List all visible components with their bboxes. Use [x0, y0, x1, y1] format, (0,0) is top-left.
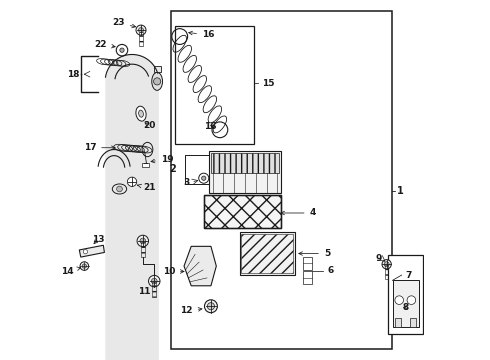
Bar: [385, 265, 389, 279]
Bar: [204, 195, 281, 228]
Text: 14: 14: [61, 267, 81, 276]
Text: 11: 11: [138, 287, 150, 296]
Text: 16: 16: [189, 30, 215, 39]
Ellipse shape: [139, 110, 144, 117]
Text: 23: 23: [112, 18, 136, 28]
Circle shape: [153, 78, 161, 85]
Bar: [172, 12, 392, 348]
Text: 22: 22: [95, 40, 115, 49]
Bar: [240, 232, 295, 275]
Bar: [141, 242, 145, 257]
Text: 1: 1: [397, 186, 404, 196]
Circle shape: [82, 264, 87, 268]
Circle shape: [83, 249, 88, 254]
Bar: [242, 234, 294, 273]
Polygon shape: [79, 245, 104, 257]
Text: 21: 21: [137, 183, 155, 192]
Circle shape: [384, 262, 389, 267]
Text: 7: 7: [405, 270, 412, 279]
Text: 13: 13: [92, 235, 104, 244]
Ellipse shape: [136, 106, 146, 121]
Text: 9: 9: [376, 254, 382, 263]
Circle shape: [148, 275, 160, 287]
Text: 5: 5: [299, 249, 330, 258]
Text: 2: 2: [170, 164, 176, 174]
Circle shape: [395, 296, 403, 305]
Text: 20: 20: [143, 121, 155, 130]
Bar: [303, 271, 313, 284]
Circle shape: [407, 296, 416, 305]
Circle shape: [204, 300, 218, 313]
Circle shape: [140, 238, 146, 244]
Text: 10: 10: [163, 267, 184, 276]
Bar: [303, 257, 313, 270]
Text: 12: 12: [180, 306, 202, 315]
Text: 16: 16: [204, 122, 216, 131]
Text: 15: 15: [262, 79, 274, 88]
Circle shape: [136, 25, 146, 35]
Text: 18: 18: [68, 70, 80, 79]
Bar: [153, 66, 161, 72]
Text: 17: 17: [84, 143, 115, 152]
Circle shape: [127, 177, 137, 186]
Bar: [389, 255, 422, 334]
Circle shape: [151, 278, 157, 284]
Polygon shape: [184, 246, 216, 286]
Text: 3: 3: [183, 177, 190, 186]
Circle shape: [139, 28, 144, 33]
Circle shape: [201, 176, 206, 180]
Bar: [204, 195, 281, 228]
Bar: [211, 153, 279, 173]
Bar: [410, 318, 416, 327]
Text: 4: 4: [281, 208, 316, 217]
Circle shape: [137, 235, 148, 247]
Text: 6: 6: [327, 266, 334, 275]
Bar: [209, 151, 281, 193]
Bar: [394, 318, 401, 327]
Bar: [393, 280, 418, 327]
Text: 8: 8: [402, 303, 408, 312]
Circle shape: [80, 262, 89, 270]
Ellipse shape: [152, 72, 163, 90]
Bar: [175, 26, 254, 144]
Circle shape: [120, 48, 124, 52]
Circle shape: [382, 260, 392, 269]
Bar: [152, 282, 156, 297]
Circle shape: [199, 173, 209, 183]
Bar: [142, 163, 148, 167]
Text: 19: 19: [151, 155, 173, 164]
Circle shape: [117, 186, 122, 192]
Circle shape: [207, 303, 215, 310]
Bar: [139, 32, 143, 45]
